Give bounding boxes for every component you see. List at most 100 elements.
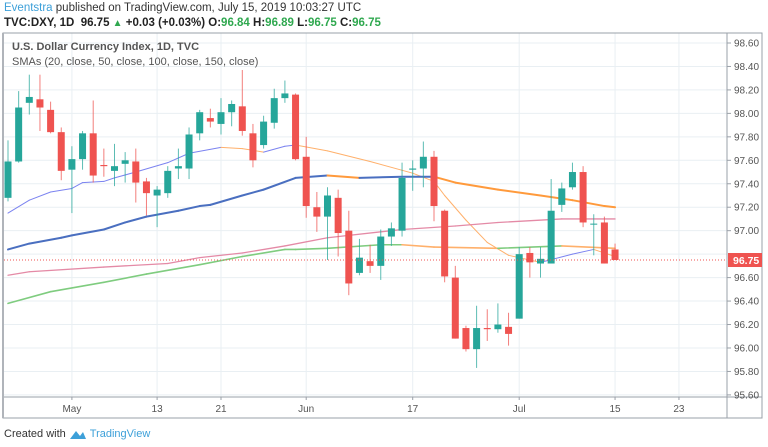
candle-body	[36, 99, 44, 108]
sma-segment	[177, 205, 201, 212]
candle-body	[611, 249, 619, 261]
price-tick-label: 95.80	[734, 367, 759, 378]
price-tick-label: 97.60	[734, 156, 759, 167]
candle-up	[377, 229, 385, 280]
candle-down	[47, 101, 55, 134]
chart-legend: U.S. Dollar Currency Index, 1D, TVC SMAs…	[12, 40, 258, 70]
candle-body	[398, 177, 406, 231]
sma-segment	[220, 146, 243, 150]
sma-segment	[7, 271, 30, 276]
sma-segment	[103, 262, 169, 268]
sma-segment	[294, 174, 329, 179]
candle-body	[164, 170, 172, 194]
sma-segment	[401, 243, 435, 248]
candle-up	[196, 109, 204, 141]
candle-body	[473, 328, 481, 350]
candle-body	[132, 161, 140, 183]
candle-down	[334, 189, 342, 257]
sma-segment	[241, 188, 265, 197]
price-tick-label: 97.20	[734, 203, 759, 214]
candle-down	[206, 108, 214, 128]
candle-up	[494, 303, 502, 333]
candle-body	[196, 112, 204, 134]
price-tick-label: 97.00	[734, 226, 759, 237]
sma-segment	[326, 174, 361, 179]
sma-segment	[358, 175, 404, 179]
candle-body	[419, 156, 427, 169]
footer: Created with TradingView	[4, 428, 150, 440]
candle-down	[238, 69, 246, 136]
candle-body	[547, 210, 555, 264]
candle-body	[185, 134, 193, 169]
chart-title: U.S. Dollar Currency Index, 1D, TVC	[12, 41, 200, 53]
candle-body	[526, 252, 534, 263]
candle-body	[334, 197, 342, 234]
candle-up	[324, 187, 331, 261]
candle-body	[89, 133, 97, 176]
candle-down	[451, 265, 459, 339]
candle-down	[57, 127, 65, 181]
sma-segment	[241, 248, 286, 258]
sma-segment	[294, 247, 329, 251]
candle-body	[121, 160, 129, 164]
candle-body	[57, 132, 65, 171]
candle-body	[568, 172, 576, 188]
candle-up	[217, 98, 225, 135]
symbol: TVC:DXY, 1D	[4, 17, 75, 29]
candle-up	[409, 160, 417, 191]
candle-up	[281, 80, 289, 103]
symbol-info: TVC:DXY, 1D 96.75 ▲ +0.03 (+0.03%) O:96.…	[4, 17, 381, 29]
candle-body	[537, 258, 544, 264]
candle-up	[164, 166, 172, 198]
sma-segment	[263, 145, 286, 153]
sma-segment	[444, 194, 467, 221]
sma-segment	[262, 176, 297, 191]
sma-segment	[50, 187, 73, 193]
tradingview-logo-icon	[69, 431, 86, 439]
author-link[interactable]: Eventstra	[4, 2, 53, 14]
sma-segment	[167, 257, 201, 265]
candle-down	[579, 166, 587, 228]
candle-down	[142, 177, 150, 216]
candle-body	[558, 188, 566, 205]
time-tick-label: 15	[609, 404, 621, 415]
candle-body	[324, 195, 331, 217]
candle-body	[579, 172, 587, 223]
sma-segment	[327, 150, 371, 162]
candle-up	[228, 100, 236, 127]
candle-down	[36, 74, 44, 131]
sma-segment	[135, 162, 169, 173]
candle-body	[4, 161, 12, 198]
candle-body	[79, 133, 87, 160]
candle-body	[345, 230, 353, 284]
price-tick-label: 98.00	[734, 109, 759, 120]
candle-up	[419, 141, 427, 188]
candle-down	[345, 210, 353, 296]
sma-segment	[369, 160, 414, 174]
candle-down	[430, 150, 438, 222]
open-value: 96.84	[221, 17, 250, 29]
candle-down	[600, 216, 608, 264]
indicator-label[interactable]: SMAs (20, close, 50, close, 100, close, …	[12, 56, 259, 68]
candle-body	[441, 210, 449, 277]
candle-down	[292, 93, 300, 161]
sma-segment	[70, 228, 105, 237]
time-tick-label: Jun	[298, 404, 314, 415]
time-tick-label: 17	[407, 404, 419, 415]
candle-up	[568, 162, 576, 190]
candle-body	[366, 261, 374, 266]
sma-segment	[7, 199, 30, 214]
sma-segment	[571, 248, 595, 255]
close-label: C:	[340, 17, 353, 29]
candle-down	[313, 191, 321, 232]
sma-segment	[198, 203, 212, 208]
candle-down	[505, 312, 513, 346]
price-tick-label: 97.40	[734, 179, 759, 190]
sma-segment	[102, 221, 127, 231]
axes: 98.60 98.40 98.20 98.00 97.80 97.60 97.40 97.20…	[2, 32, 763, 419]
candle-up	[185, 127, 193, 180]
sma-segment	[71, 182, 84, 189]
tradingview-link[interactable]: TradingView	[89, 428, 151, 440]
candle-body	[25, 96, 33, 103]
